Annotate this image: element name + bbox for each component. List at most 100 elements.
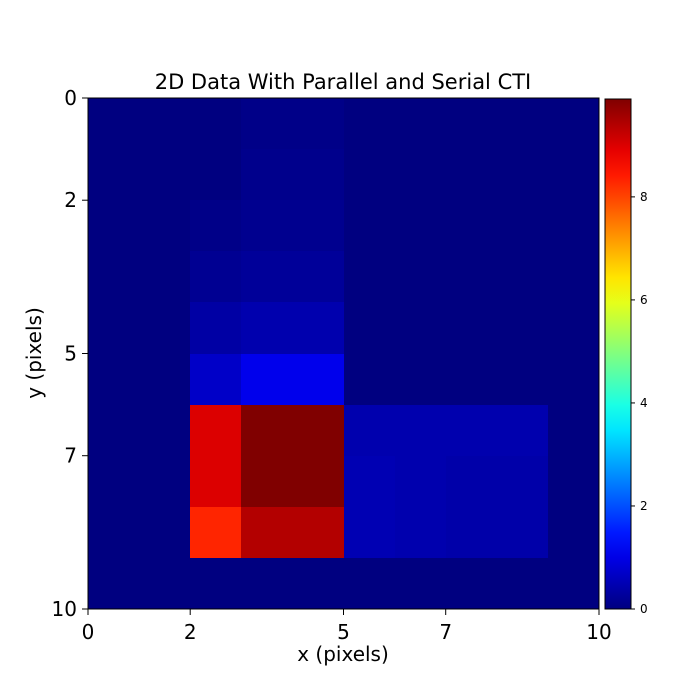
heatmap-cell xyxy=(548,558,599,609)
colorbar-tick-label: 4 xyxy=(640,396,648,410)
heatmap-cell xyxy=(548,200,599,251)
heatmap-cell xyxy=(241,558,292,609)
heatmap-cell xyxy=(497,149,548,200)
heatmap-cell xyxy=(344,149,395,200)
heatmap-cell xyxy=(292,251,344,302)
heatmap-cell xyxy=(139,558,190,609)
heatmap-cell xyxy=(344,405,395,456)
heatmap-cell xyxy=(139,302,190,354)
chart-title: 2D Data With Parallel and Serial CTI xyxy=(155,70,532,94)
heatmap-cell xyxy=(497,302,548,354)
heatmap-cell xyxy=(344,251,395,302)
heatmap-cell xyxy=(548,405,599,456)
heatmap-cell xyxy=(241,302,292,354)
heatmap-cell xyxy=(548,354,599,405)
heatmap-cell xyxy=(139,456,190,507)
y-tick-label: 2 xyxy=(64,188,77,212)
heatmap-cell xyxy=(446,98,497,149)
x-axis-label: x (pixels) xyxy=(297,642,389,666)
heatmap-cell xyxy=(139,98,190,149)
heatmap-cell xyxy=(241,507,292,558)
heatmap-cell xyxy=(344,558,395,609)
x-tick-label: 10 xyxy=(586,620,611,644)
y-axis: 0 2 5 7 10 xyxy=(52,86,88,621)
heatmap-cell xyxy=(395,405,446,456)
heatmap-cell xyxy=(446,405,497,456)
heatmap-cell xyxy=(497,200,548,251)
heatmap-cell xyxy=(497,507,548,558)
heatmap-cell xyxy=(241,405,292,456)
heatmap-cell xyxy=(548,98,599,149)
heatmap-cell xyxy=(497,354,548,405)
heatmap-cell xyxy=(344,302,395,354)
x-axis: 0 2 5 7 10 xyxy=(82,609,612,644)
heatmap-cell xyxy=(395,98,446,149)
colorbar-tick-label: 6 xyxy=(640,293,648,307)
heatmap-cell xyxy=(344,456,395,507)
heatmap-cell xyxy=(446,354,497,405)
colorbar-ticks: 0 2 4 6 8 xyxy=(631,190,648,616)
heatmap-cell xyxy=(88,149,139,200)
heatmap-cell xyxy=(88,405,139,456)
heatmap-cell xyxy=(344,98,395,149)
heatmap-cell xyxy=(446,456,497,507)
heatmap-cell xyxy=(139,149,190,200)
heatmap-cell xyxy=(241,354,292,405)
y-tick-label: 5 xyxy=(64,342,77,366)
heatmap-cell xyxy=(446,302,497,354)
heatmap-cell xyxy=(395,149,446,200)
heatmap-cell xyxy=(88,200,139,251)
heatmap-cell xyxy=(292,302,344,354)
y-axis-label: y (pixels) xyxy=(22,307,46,399)
heatmap-cell xyxy=(139,200,190,251)
heatmap-cell xyxy=(88,354,139,405)
heatmap-cell xyxy=(497,251,548,302)
heatmap-cell xyxy=(88,456,139,507)
heatmap-cell xyxy=(190,354,241,405)
heatmap-cell xyxy=(190,200,241,251)
heatmap-cell xyxy=(88,507,139,558)
heatmap-cell xyxy=(446,251,497,302)
heatmap-cell xyxy=(292,149,344,200)
heatmap-cell xyxy=(190,98,241,149)
x-tick-label: 7 xyxy=(439,620,452,644)
heatmap-cells xyxy=(88,98,599,609)
heatmap-cell xyxy=(344,200,395,251)
heatmap-cell xyxy=(139,405,190,456)
heatmap-cell xyxy=(241,149,292,200)
heatmap-cell xyxy=(497,558,548,609)
heatmap-cell xyxy=(88,302,139,354)
heatmap-cell xyxy=(190,558,241,609)
heatmap-cell xyxy=(190,405,241,456)
heatmap-cell xyxy=(548,251,599,302)
heatmap-cell xyxy=(241,456,292,507)
heatmap-cell xyxy=(395,302,446,354)
heatmap-cell xyxy=(395,354,446,405)
x-tick-label: 2 xyxy=(184,620,197,644)
heatmap-cell xyxy=(344,354,395,405)
heatmap-cell xyxy=(190,149,241,200)
heatmap-cell xyxy=(497,405,548,456)
heatmap-cell xyxy=(190,251,241,302)
y-tick-label: 10 xyxy=(52,597,77,621)
heatmap-cell xyxy=(446,200,497,251)
x-tick-label: 0 xyxy=(82,620,95,644)
heatmap-cell xyxy=(292,200,344,251)
heatmap-cell xyxy=(292,456,344,507)
heatmap-cell xyxy=(497,456,548,507)
colorbar-tick-label: 2 xyxy=(640,499,648,513)
heatmap-cell xyxy=(446,149,497,200)
heatmap-cell xyxy=(395,558,446,609)
heatmap-cell xyxy=(190,456,241,507)
heatmap-cell xyxy=(241,200,292,251)
heatmap-cell xyxy=(446,507,497,558)
heatmap-cell xyxy=(190,302,241,354)
heatmap-cell xyxy=(548,507,599,558)
heatmap-cell xyxy=(139,507,190,558)
y-tick-label: 0 xyxy=(64,86,77,110)
heatmap-cell xyxy=(292,405,344,456)
heatmap-cell xyxy=(241,251,292,302)
heatmap-cell xyxy=(139,251,190,302)
heatmap-cell xyxy=(548,456,599,507)
